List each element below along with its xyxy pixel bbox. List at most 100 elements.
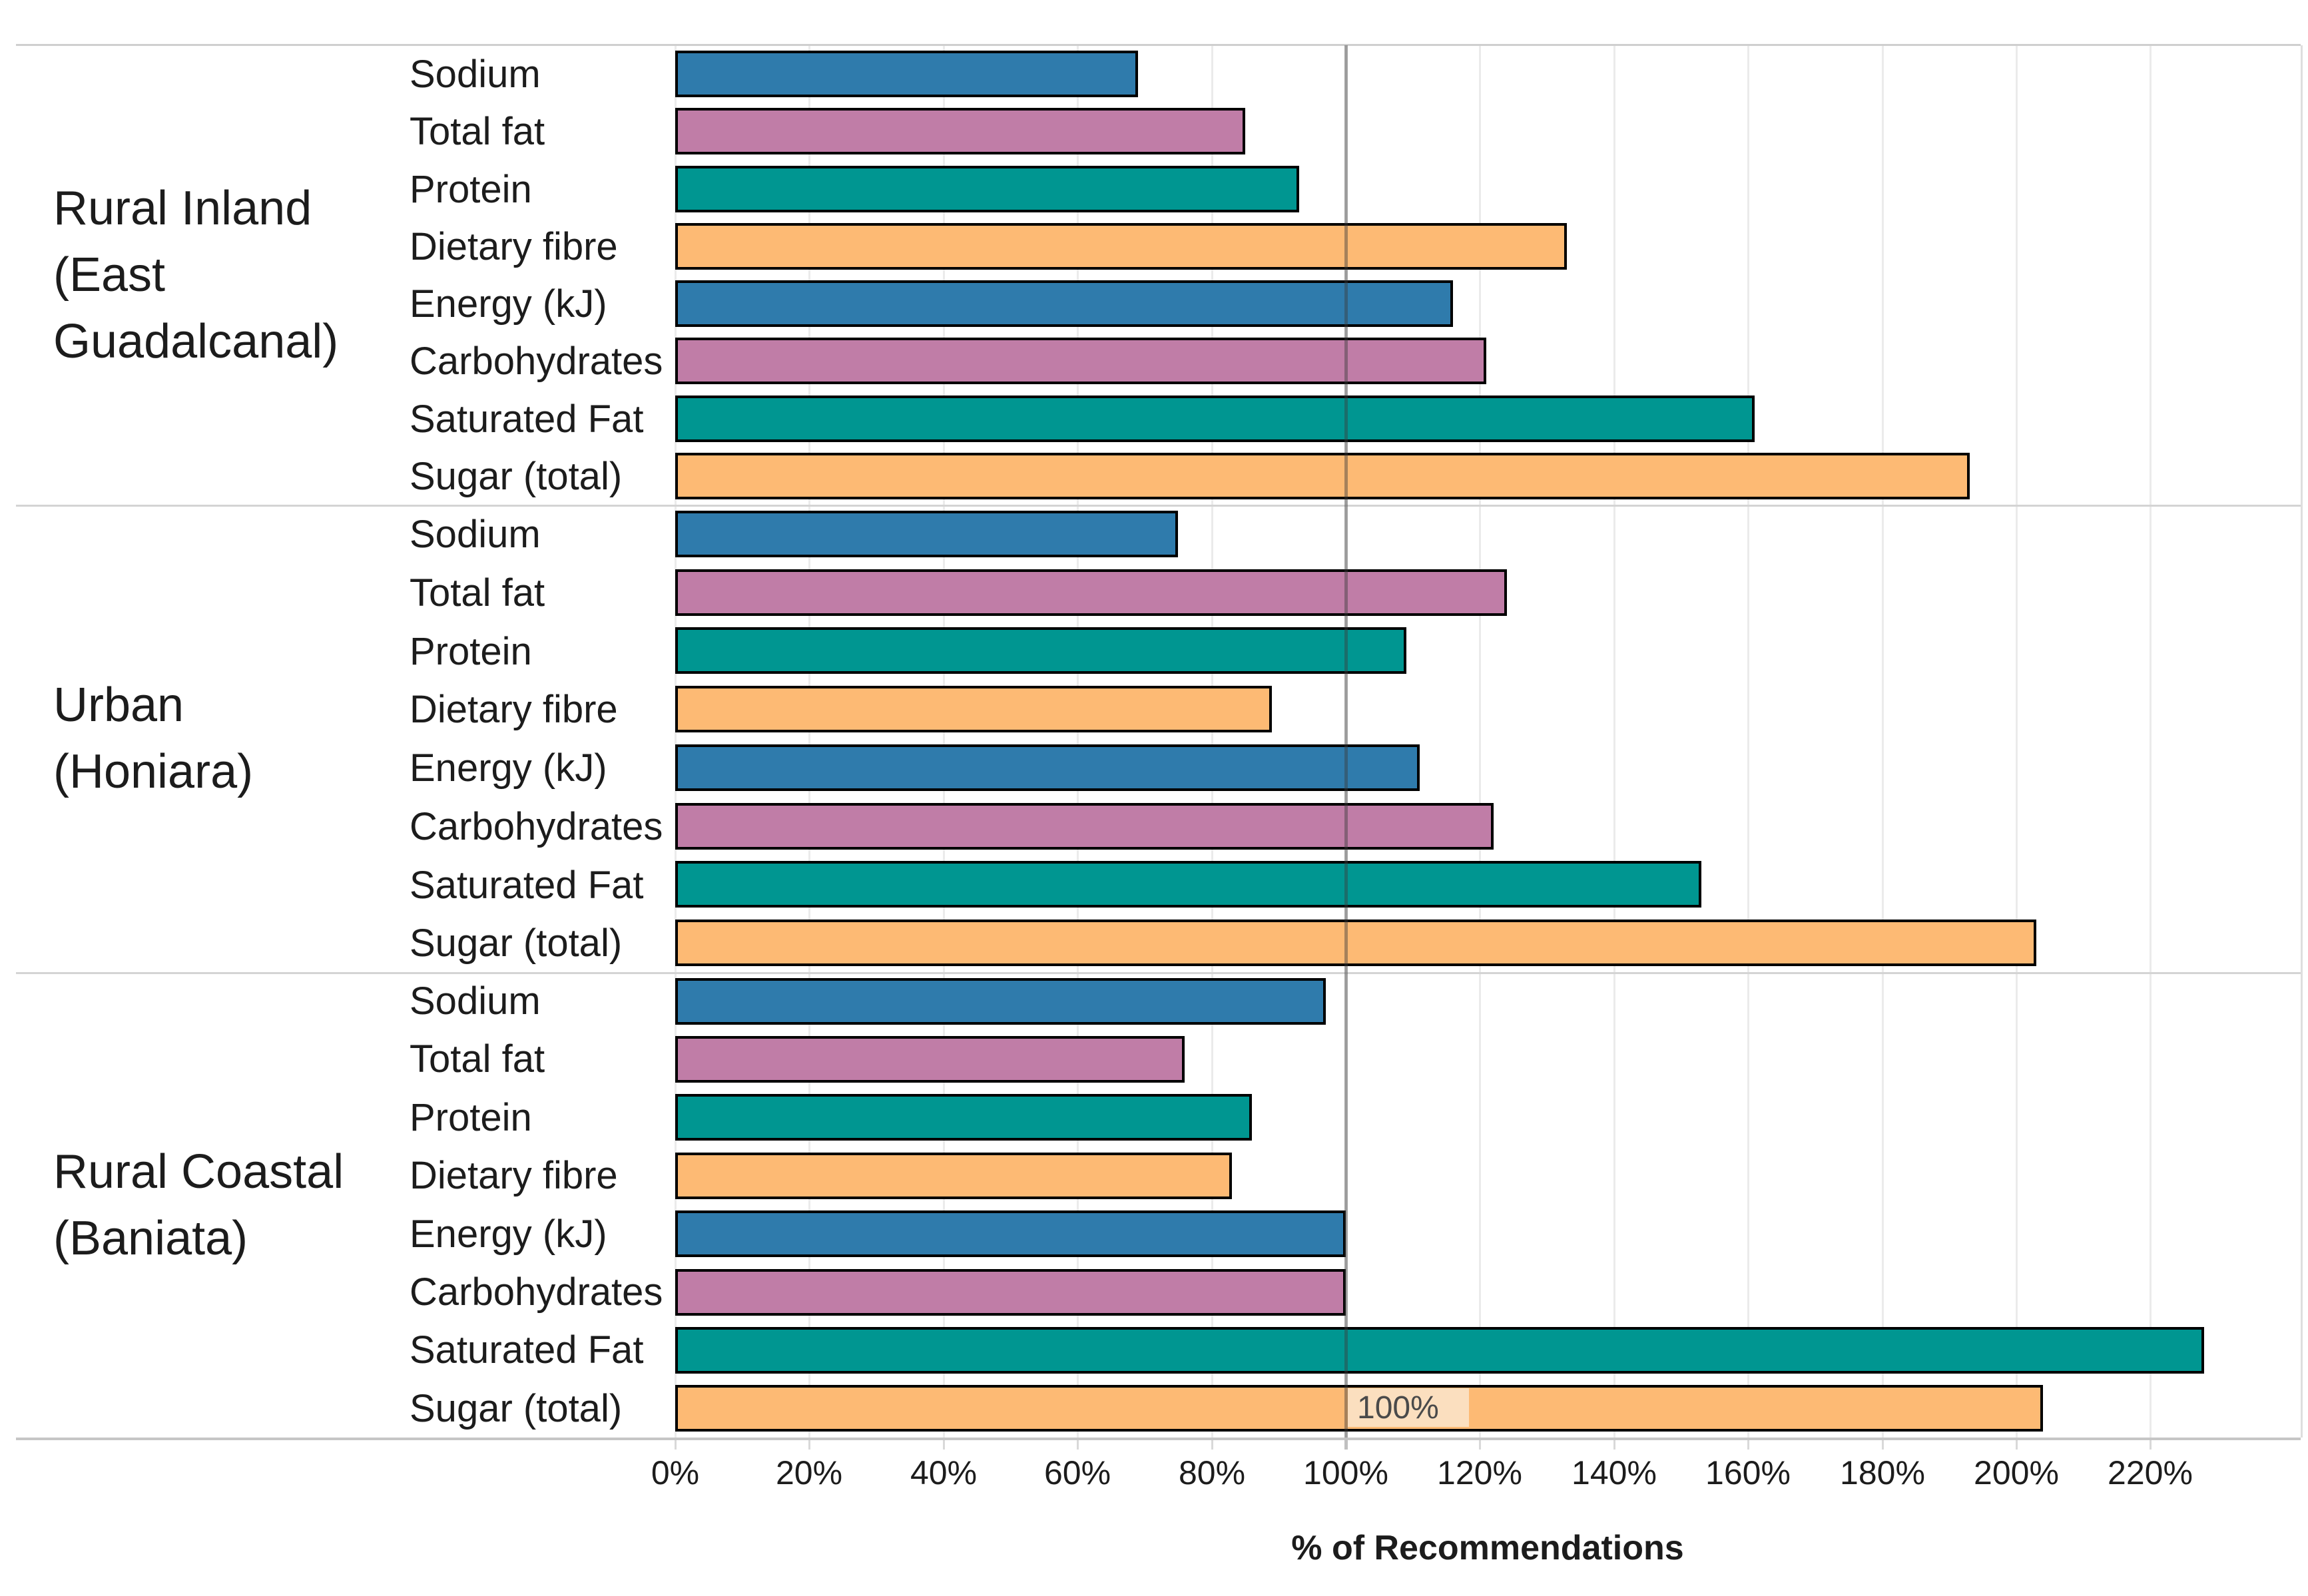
x-tick-label: 120% [1437, 1454, 1522, 1491]
group-label: (East [53, 248, 166, 302]
category-label: Dietary fibre [410, 687, 618, 731]
plot-right-border [2301, 45, 2303, 1438]
bar [675, 453, 1970, 499]
gridline [2016, 45, 2018, 1438]
axis-tick [1211, 1438, 1213, 1450]
category-label: Carbohydrates [410, 339, 663, 383]
bar [675, 1036, 1185, 1083]
category-label: Energy (kJ) [410, 1212, 607, 1256]
group-label: Urban [53, 678, 184, 732]
x-tick-label: 60% [1043, 1454, 1111, 1491]
gridline [675, 45, 677, 1438]
category-label: Sodium [410, 512, 541, 556]
plot-bottom-border [16, 1438, 2301, 1440]
gridline [1479, 45, 1481, 1438]
category-label: Dietary fibre [410, 224, 618, 268]
bar [675, 569, 1507, 616]
gridline [1613, 45, 1615, 1438]
bar [675, 1153, 1232, 1199]
bar [675, 108, 1245, 154]
bar [675, 744, 1420, 791]
axis-tick [808, 1438, 810, 1450]
category-label: Protein [410, 167, 532, 211]
bar [675, 978, 1326, 1025]
bar [675, 920, 2036, 966]
category-label: Carbohydrates [410, 1270, 663, 1314]
bar [675, 223, 1567, 270]
bar [675, 1094, 1252, 1141]
bar [675, 1327, 2204, 1374]
x-tick-label: 0% [651, 1454, 700, 1491]
x-tick-label: 80% [1178, 1454, 1246, 1491]
bar [675, 1210, 1346, 1257]
category-label: Protein [410, 629, 532, 673]
category-label: Energy (kJ) [410, 282, 607, 326]
category-label: Sugar (total) [410, 454, 623, 498]
x-tick-label: 180% [1840, 1454, 1925, 1491]
category-label: Total fat [410, 571, 545, 615]
axis-tick [1747, 1438, 1749, 1450]
reference-line [1344, 45, 1348, 1438]
group-separator [16, 505, 2301, 507]
axis-tick [943, 1438, 945, 1450]
category-label: Sodium [410, 979, 541, 1023]
axis-tick [1882, 1438, 1884, 1450]
category-label: Sodium [410, 52, 541, 96]
group-label: (Honiara) [53, 745, 254, 798]
gridline [1211, 45, 1213, 1438]
x-tick-label: 40% [910, 1454, 978, 1491]
gridline [1747, 45, 1749, 1438]
bar [675, 803, 1494, 850]
reference-line-label: 100% [1348, 1388, 1469, 1427]
axis-tick [1613, 1438, 1615, 1450]
category-label: Energy (kJ) [410, 746, 607, 790]
group-separator [16, 972, 2301, 974]
axis-tick [2016, 1438, 2018, 1450]
x-tick-label: 100% [1303, 1454, 1388, 1491]
bar [675, 1269, 1346, 1316]
bar [675, 511, 1178, 557]
category-label: Total fat [410, 1037, 545, 1081]
bar [675, 280, 1453, 327]
category-label: Sugar (total) [410, 1387, 623, 1430]
gridline [1077, 45, 1079, 1438]
group-label: Guadalcanal) [53, 315, 339, 368]
x-tick-label: 220% [2108, 1454, 2193, 1491]
x-axis-title: % of Recommendations [1291, 1529, 1684, 1567]
category-label: Saturated Fat [410, 863, 644, 907]
group-label: (Baniata) [53, 1212, 248, 1265]
group-label: Rural Coastal [53, 1145, 344, 1198]
x-tick-label: 200% [1974, 1454, 2059, 1491]
x-tick-label: 20% [775, 1454, 843, 1491]
bar [675, 338, 1486, 384]
category-label: Sugar (total) [410, 921, 623, 965]
x-tick-label: 160% [1705, 1454, 1791, 1491]
bar [675, 686, 1272, 732]
gridline [2150, 45, 2152, 1438]
category-label: Protein [410, 1096, 532, 1139]
category-label: Saturated Fat [410, 397, 644, 441]
axis-tick [1077, 1438, 1079, 1450]
plot-top-border [16, 44, 2301, 46]
category-label: Dietary fibre [410, 1154, 618, 1197]
bar [675, 51, 1138, 97]
category-label: Carbohydrates [410, 804, 663, 848]
gridline [1345, 45, 1347, 1438]
bar [675, 627, 1406, 674]
reference-tick [1344, 1438, 1348, 1450]
axis-tick [1479, 1438, 1481, 1450]
category-label: Total fat [410, 109, 545, 153]
group-label: Rural Inland [53, 182, 312, 235]
gridline [1882, 45, 1884, 1438]
category-label: Saturated Fat [410, 1328, 644, 1372]
bar [675, 166, 1299, 212]
axis-tick [675, 1438, 677, 1450]
axis-tick [2150, 1438, 2152, 1450]
bar [675, 861, 1701, 908]
x-tick-label: 140% [1572, 1454, 1657, 1491]
gridline [808, 45, 810, 1438]
bar [675, 396, 1755, 442]
gridline [943, 45, 945, 1438]
